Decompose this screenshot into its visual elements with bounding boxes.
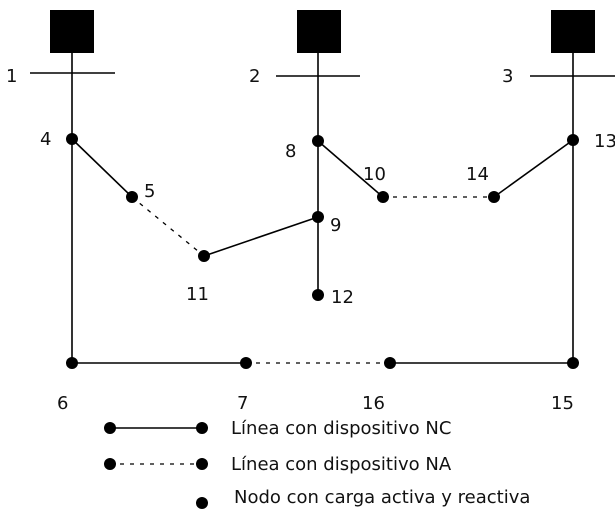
line-nc-11-9 (203, 216, 319, 257)
network-lines (71, 53, 574, 364)
legend-nc-label: Línea con dispositivo NC (231, 418, 451, 439)
node-4 (66, 133, 78, 145)
node-10 (377, 191, 389, 203)
node-14 (488, 191, 500, 203)
node-label-5: 5 (144, 181, 155, 202)
node-13 (567, 134, 579, 146)
line-nc-8-10 (317, 140, 384, 198)
node-label-11: 11 (186, 284, 209, 305)
substation-2-block (297, 10, 341, 53)
substation-1-block (50, 10, 94, 53)
node-label-7: 7 (237, 393, 248, 414)
node-label-9: 9 (330, 215, 341, 236)
node-8 (312, 135, 324, 147)
node-label-13: 13 (594, 131, 615, 152)
node-label-16: 16 (362, 393, 385, 414)
line-nc-4-5 (71, 138, 133, 198)
substation-3-block (551, 10, 595, 53)
node-6 (66, 357, 78, 369)
node-9 (312, 211, 324, 223)
node-label-12: 12 (331, 287, 354, 308)
node-15 (567, 357, 579, 369)
line-nc-14-13 (493, 139, 574, 198)
legend-na-label: Línea con dispositivo NA (231, 454, 452, 475)
legend-node-symbol (196, 497, 208, 509)
node-11 (198, 250, 210, 262)
node-label-4: 4 (40, 129, 51, 150)
node-5 (126, 191, 138, 203)
node-label-10: 10 (363, 164, 386, 185)
node-12 (312, 289, 324, 301)
legend-node-label: Nodo con carga activa y reactiva (234, 487, 530, 508)
node-label-6: 6 (57, 393, 68, 414)
legend: Línea con dispositivo NC Línea con dispo… (104, 418, 530, 509)
node-label-15: 15 (551, 393, 574, 414)
source-label-3: 3 (502, 66, 513, 87)
node-7 (240, 357, 252, 369)
legend-nc-symbol (104, 422, 208, 434)
source-label-2: 2 (249, 66, 260, 87)
legend-na-symbol (104, 458, 208, 470)
node-label-14: 14 (466, 164, 489, 185)
node-label-8: 8 (285, 141, 296, 162)
node-16 (384, 357, 396, 369)
substations (30, 10, 615, 77)
line-na-5-11 (131, 196, 205, 257)
network-nodes (66, 133, 579, 369)
node-labels: 4 5 6 7 8 9 10 11 12 13 14 15 16 (40, 129, 615, 414)
source-label-1: 1 (6, 66, 17, 87)
substation-labels: 1 2 3 (6, 66, 513, 87)
